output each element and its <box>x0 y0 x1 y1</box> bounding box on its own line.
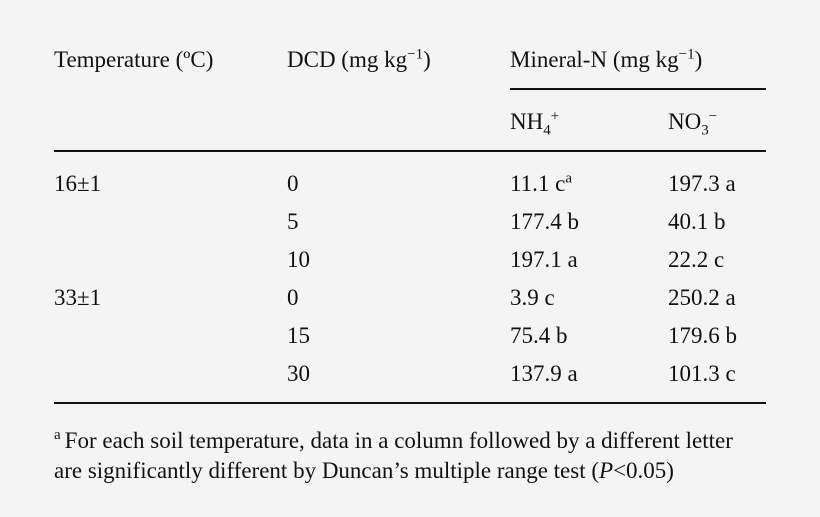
header-dcd: DCD (mg kg−1) <box>287 46 431 72</box>
footnote-line-1: a For each soil temperature, data in a co… <box>54 427 733 453</box>
cell-nh4: 197.1 a <box>510 247 578 272</box>
cell-nh4: 177.4 b <box>510 209 579 234</box>
cell-no3: 179.6 b <box>668 323 737 348</box>
cell-no3: 40.1 b <box>668 209 726 234</box>
header-mineral-n: Mineral-N (mg kg−1) <box>510 46 703 72</box>
cell-dcd: 5 <box>287 209 299 234</box>
cell-no3: 101.3 c <box>668 361 736 386</box>
header-nh4: NH4+ <box>510 108 560 139</box>
cell-nh4: 3.9 c <box>510 285 555 310</box>
cell-temperature: 16±1 <box>54 171 102 196</box>
bottom-rule <box>54 402 766 404</box>
cell-nh4: 11.1 ca <box>510 170 573 196</box>
cell-dcd: 0 <box>287 285 299 310</box>
cell-dcd: 15 <box>287 323 310 348</box>
cell-temperature: 33±1 <box>54 285 102 310</box>
cell-no3: 22.2 c <box>668 247 725 272</box>
cell-no3: 250.2 a <box>668 285 736 310</box>
cell-dcd: 30 <box>287 361 310 386</box>
footnote-line-2: are significantly different by Duncan’s … <box>54 458 674 483</box>
cell-nh4: 75.4 b <box>510 323 568 348</box>
mineral-n-rule <box>510 88 766 90</box>
header-rule <box>54 150 766 152</box>
header-temperature: Temperature (ºC) <box>54 47 214 72</box>
footnote-mark: a <box>54 427 61 443</box>
cell-nh4: 137.9 a <box>510 361 578 386</box>
cell-dcd: 10 <box>287 247 310 272</box>
cell-no3: 197.3 a <box>668 171 736 196</box>
cell-dcd: 0 <box>287 171 299 196</box>
header-no3: NO3− <box>668 108 718 139</box>
footnote-reference: a <box>565 170 573 187</box>
footnote: a For each soil temperature, data in a co… <box>54 420 794 486</box>
